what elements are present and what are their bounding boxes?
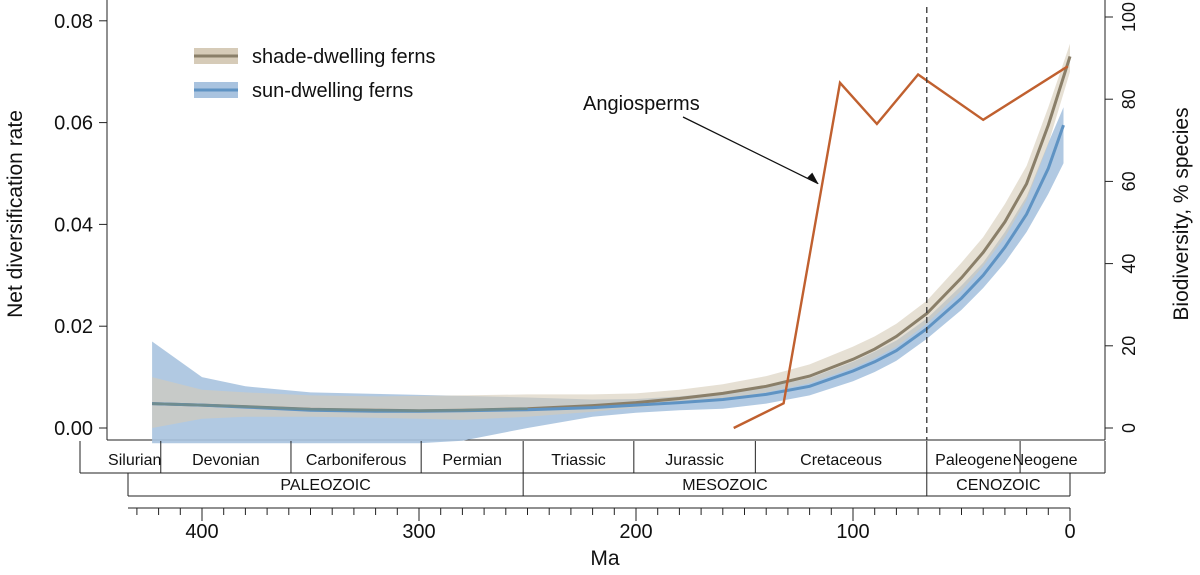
y2-tick-label: 60 — [1119, 171, 1139, 191]
overlap-line — [152, 402, 528, 412]
series-lines — [152, 7, 1072, 440]
y2-tick-label: 0 — [1119, 423, 1139, 433]
y-tick-label: 0.08 — [54, 11, 93, 33]
period-label: Jurassic — [665, 452, 724, 469]
y-tick-label: 0.04 — [54, 214, 93, 236]
era-label: CENOZOIC — [956, 477, 1040, 494]
annotation-angiosperms: Angiosperms — [583, 93, 700, 115]
annotation-arrowhead — [807, 172, 819, 184]
axes: 0.00 0.02 0.04 0.06 0.08 0 20 40 60 80 100 — [54, 2, 1139, 440]
x-tick-label: 300 — [402, 521, 435, 543]
x-tick-label: 0 — [1064, 521, 1075, 543]
legend-entry: shade-dwelling ferns — [252, 46, 435, 68]
y2-tick-label: 100 — [1119, 2, 1139, 32]
y2-tick-label: 20 — [1119, 336, 1139, 356]
confidence-bands — [152, 43, 1071, 444]
period-label: Paleogene — [935, 452, 1012, 469]
legend-entry: sun-dwelling ferns — [252, 80, 413, 102]
y-axis-label: Net diversification rate — [4, 110, 27, 318]
period-label: Cretaceous — [800, 452, 882, 469]
era-label: MESOZOIC — [682, 477, 767, 494]
x-axis-label: Ma — [590, 547, 619, 570]
angiosperms-line — [733, 65, 1069, 430]
period-label: Permian — [442, 452, 502, 469]
y-tick-label: 0.06 — [54, 113, 93, 135]
y2-tick-label: 40 — [1119, 254, 1139, 274]
geologic-timescale: Silurian Devonian Carboniferous Permian Tria… — [79, 441, 1106, 543]
period-label: Carboniferous — [306, 452, 407, 469]
x-tick-label: 100 — [836, 521, 869, 543]
period-label: Silurian — [108, 452, 161, 469]
x-tick-label: 200 — [619, 521, 652, 543]
period-label: Devonian — [192, 452, 260, 469]
y-tick-label: 0.00 — [54, 418, 93, 440]
period-label: Triassic — [551, 452, 606, 469]
y-tick-label: 0.02 — [54, 316, 93, 338]
era-label: PALEOZOIC — [280, 477, 370, 494]
y2-axis-label: Biodiversity, % species — [1170, 107, 1193, 320]
x-tick-label: 400 — [185, 521, 218, 543]
annotation-arrow — [682, 116, 819, 185]
legend: shade-dwelling ferns sun-dwelling ferns — [194, 46, 435, 102]
period-label: Neogene — [1013, 452, 1078, 469]
y2-tick-label: 80 — [1119, 89, 1139, 109]
